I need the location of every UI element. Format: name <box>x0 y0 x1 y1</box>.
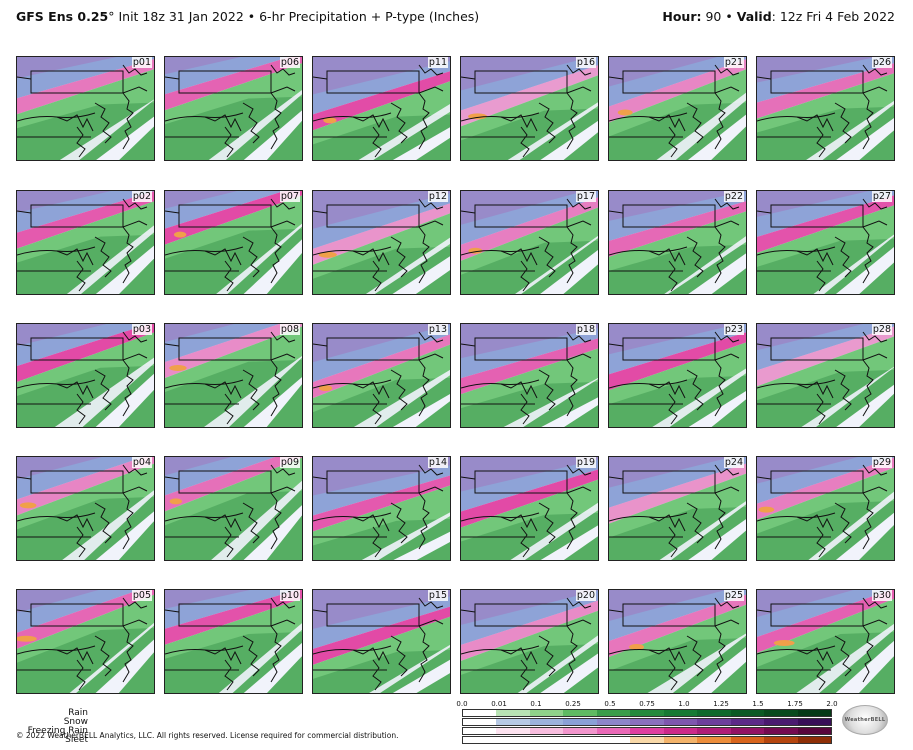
member-map-panel: p22 <box>608 190 747 295</box>
legend-tick: 1.5 <box>752 700 764 708</box>
member-label: p11 <box>427 57 448 68</box>
weatherbell-logo: WeatherBELL <box>842 705 888 735</box>
legend-tick: 2.0 <box>826 700 838 708</box>
member-map-panel: p13 <box>312 323 451 428</box>
member-label: p20 <box>575 590 596 601</box>
valid-time: Hour: 90 • Valid: 12z Fri 4 Feb 2022 <box>662 9 895 24</box>
member-map-panel: p23 <box>608 323 747 428</box>
member-label: p17 <box>575 191 596 202</box>
member-label: p28 <box>871 324 892 335</box>
member-map-panel: p08 <box>164 323 303 428</box>
ensemble-panel-grid: p01 p06 p11 p16 p21 p26 p02 p07 p12 p17 p22 p27 p03 p… <box>16 56 895 694</box>
member-label: p05 <box>131 590 152 601</box>
copyright-notice: © 2022 WeatherBELL Analytics, LLC. All r… <box>16 731 399 740</box>
member-map-panel: p17 <box>460 190 599 295</box>
member-label: p23 <box>723 324 744 335</box>
member-label: p03 <box>131 324 152 335</box>
member-map-panel: p19 <box>460 456 599 561</box>
legend-tick: 0.25 <box>565 700 581 708</box>
legend-tick: 0.01 <box>491 700 507 708</box>
member-map-panel: p27 <box>756 190 895 295</box>
member-label: p21 <box>723 57 744 68</box>
map-title: GFS Ens 0.25° Init 18z 31 Jan 2022 • 6-h… <box>16 9 480 24</box>
member-map-panel: p06 <box>164 56 303 161</box>
member-label: p01 <box>131 57 152 68</box>
member-label: p12 <box>427 191 448 202</box>
legend-ptype-label: Snow <box>63 717 88 727</box>
legend-tick: 1.75 <box>787 700 803 708</box>
member-label: p06 <box>279 57 300 68</box>
member-label: p27 <box>871 191 892 202</box>
legend-ptype-label: Freezing Rain <box>27 726 88 736</box>
member-label: p14 <box>427 457 448 468</box>
legend-ptype-label: Rain <box>68 708 88 718</box>
legend-tick: 0.1 <box>530 700 542 708</box>
member-map-panel: p09 <box>164 456 303 561</box>
member-map-panel: p28 <box>756 323 895 428</box>
member-label: p09 <box>279 457 300 468</box>
member-label: p08 <box>279 324 300 335</box>
legend-color-bar <box>462 709 832 717</box>
member-map-panel: p10 <box>164 589 303 694</box>
member-label: p13 <box>427 324 448 335</box>
member-map-panel: p01 <box>16 56 155 161</box>
legend-color-bar <box>462 727 832 735</box>
member-label: p29 <box>871 457 892 468</box>
member-map-panel: p18 <box>460 323 599 428</box>
member-map-panel: p12 <box>312 190 451 295</box>
member-map-panel: p20 <box>460 589 599 694</box>
member-label: p04 <box>131 457 152 468</box>
member-map-panel: p04 <box>16 456 155 561</box>
member-label: p30 <box>871 590 892 601</box>
member-label: p18 <box>575 324 596 335</box>
member-map-panel: p11 <box>312 56 451 161</box>
member-map-panel: p26 <box>756 56 895 161</box>
member-label: p15 <box>427 590 448 601</box>
legend-tick: 1.25 <box>713 700 729 708</box>
member-map-panel: p14 <box>312 456 451 561</box>
member-label: p02 <box>131 191 152 202</box>
member-label: p16 <box>575 57 596 68</box>
precip-legend: 0.0 0.01 0.1 0.25 0.5 0.75 1.0 1.25 1.5 1.75 2.0 R… <box>28 700 838 748</box>
member-map-panel: p05 <box>16 589 155 694</box>
member-map-panel: p24 <box>608 456 747 561</box>
member-map-panel: p02 <box>16 190 155 295</box>
member-label: p22 <box>723 191 744 202</box>
member-label: p26 <box>871 57 892 68</box>
member-map-panel: p30 <box>756 589 895 694</box>
member-map-panel: p07 <box>164 190 303 295</box>
legend-tick: 0.0 <box>456 700 468 708</box>
member-label: p25 <box>723 590 744 601</box>
legend-ptype-label: Sleet <box>65 735 88 745</box>
member-label: p07 <box>279 191 300 202</box>
member-map-panel: p03 <box>16 323 155 428</box>
member-map-panel: p21 <box>608 56 747 161</box>
member-map-panel: p16 <box>460 56 599 161</box>
legend-color-bar <box>462 718 832 726</box>
legend-tick: 1.0 <box>678 700 690 708</box>
member-map-panel: p25 <box>608 589 747 694</box>
member-label: p10 <box>279 590 300 601</box>
legend-tick: 0.5 <box>604 700 616 708</box>
member-map-panel: p29 <box>756 456 895 561</box>
member-map-panel: p15 <box>312 589 451 694</box>
member-label: p24 <box>723 457 744 468</box>
legend-tick: 0.75 <box>639 700 655 708</box>
member-label: p19 <box>575 457 596 468</box>
legend-color-bar <box>462 736 832 744</box>
